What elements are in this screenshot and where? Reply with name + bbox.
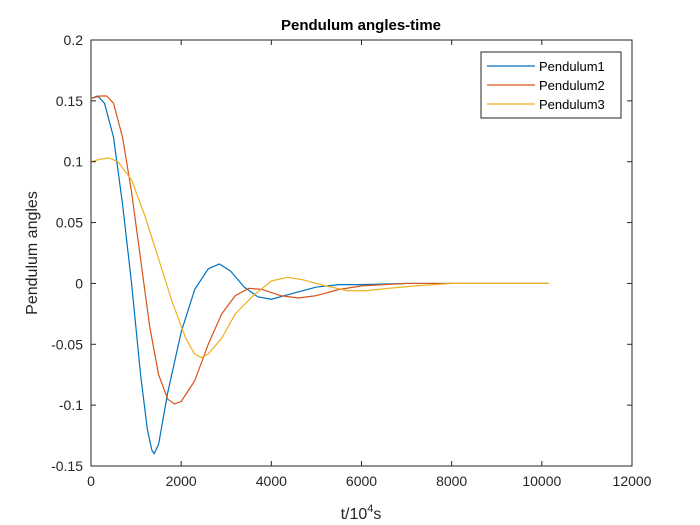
x-tick-label: 10000: [522, 473, 561, 489]
series-line-3: [90, 157, 549, 359]
legend: Pendulum1 Pendulum2 Pendulum3: [480, 51, 622, 119]
x-tick-label: 0: [87, 473, 95, 489]
x-tick-label: 8000: [436, 473, 467, 489]
x-tick-label: 6000: [346, 473, 377, 489]
legend-label-2: Pendulum2: [539, 78, 605, 93]
x-axis-label-base: t/10: [341, 506, 368, 523]
axis-ticks: 0 2000 4000 6000 8000 10000 12000 -0.15 -0.1 -0.0…: [51, 32, 652, 489]
x-axis-label: t/104s: [341, 503, 382, 523]
y-tick-label: -0.05: [51, 336, 83, 352]
y-tick-label: 0.2: [64, 32, 84, 48]
y-tick-label: 0: [75, 275, 83, 291]
x-tick-label: 2000: [166, 473, 197, 489]
x-axis-label-superscript: 4: [367, 503, 373, 515]
y-axis-label: Pendulum angles: [24, 191, 41, 315]
series-line-1: [90, 95, 549, 455]
series-line-2: [90, 95, 549, 405]
y-tick-label: 0.05: [56, 215, 83, 231]
x-tick-label: 4000: [256, 473, 287, 489]
y-tick-label: -0.1: [59, 397, 83, 413]
chart-title: Pendulum angles-time: [281, 17, 441, 34]
y-tick-label: 0.1: [64, 154, 84, 170]
x-tick-label: 12000: [613, 473, 652, 489]
y-tick-label: -0.15: [51, 458, 83, 474]
x-axis-label-unit: s: [373, 506, 381, 523]
legend-label-1: Pendulum1: [539, 59, 605, 74]
series-lines: [90, 95, 549, 455]
y-tick-label: 0.15: [56, 93, 83, 109]
legend-label-3: Pendulum3: [539, 97, 605, 112]
